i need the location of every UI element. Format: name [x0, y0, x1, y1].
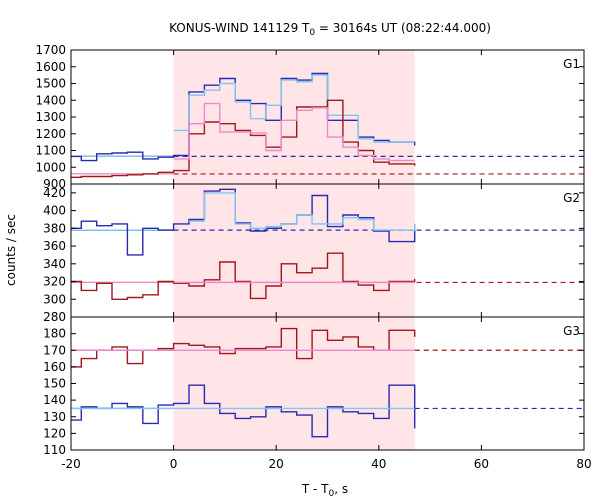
- series-light-blue: [173, 74, 415, 143]
- shaded-interval: [173, 317, 415, 450]
- y-axis-label: counts / sec: [4, 214, 18, 286]
- x-tick-label: 20: [269, 457, 284, 471]
- y-tick-label: 1300: [35, 110, 66, 124]
- series-dark-red: [71, 99, 416, 178]
- y-tick-label: 300: [43, 292, 66, 306]
- chart-title: KONUS-WIND 141129 T0 = 30164s UT (08:22:…: [169, 21, 491, 38]
- y-tick-label: 360: [43, 239, 66, 253]
- y-tick-label: 380: [43, 221, 66, 235]
- x-tick-label: 80: [576, 457, 591, 471]
- x-tick-label: 40: [371, 457, 386, 471]
- y-tick-label: 1200: [35, 127, 66, 141]
- x-tick-label: -20: [61, 457, 81, 471]
- series-dark-red: [71, 252, 416, 300]
- x-tick-label: 60: [474, 457, 489, 471]
- y-tick-label: 340: [43, 257, 66, 271]
- y-tick-label: 170: [43, 343, 66, 357]
- shaded-interval: [173, 184, 415, 317]
- x-axis-ticks: -20 0 20 40 60 80: [61, 457, 591, 471]
- y-tick-label: 420: [43, 186, 66, 200]
- y-tick-label: 130: [43, 410, 66, 424]
- y-tick-label: 1500: [35, 77, 66, 91]
- y-tick-label: 1700: [35, 43, 66, 57]
- y-tick-label: 320: [43, 275, 66, 289]
- series-dark-blue: [71, 384, 416, 438]
- series-pink: [173, 102, 415, 162]
- x-axis-label: T - T0, s: [301, 482, 348, 499]
- x-tick-label: 0: [170, 457, 178, 471]
- y-tick-label: 1600: [35, 60, 66, 74]
- y-tick-label: 1400: [35, 93, 66, 107]
- shaded-interval: [173, 50, 415, 184]
- y-tick-label: 1000: [35, 160, 66, 174]
- panel-g1: 900 1000 1100 1200 1300 1400 1500 1600 1700 G1: [35, 43, 585, 191]
- panels: 900 1000 1100 1200 1300 1400 1500 1600 1700 G1 280…: [35, 43, 585, 457]
- y-tick-label: 110: [43, 443, 66, 457]
- panel-g2: 280 300 320 340 360 380 400 420 G2: [43, 183, 585, 324]
- y-tick-label: 140: [43, 393, 66, 407]
- y-tick-label: 280: [43, 310, 66, 324]
- panel-label: G3: [563, 324, 580, 338]
- panel-label: G2: [563, 191, 580, 205]
- y-tick-label: 160: [43, 360, 66, 374]
- panel-g3: 110 120 130 140 150 160 170 180 G3: [43, 316, 585, 457]
- y-tick-label: 1100: [35, 144, 66, 158]
- y-tick-label: 180: [43, 327, 66, 341]
- y-tick-label: 900: [43, 177, 66, 191]
- y-tick-label: 120: [43, 426, 66, 440]
- y-tick-label: 400: [43, 204, 66, 218]
- series-light-blue: [189, 192, 416, 231]
- y-tick-label: 150: [43, 377, 66, 391]
- panel-label: G1: [563, 57, 580, 71]
